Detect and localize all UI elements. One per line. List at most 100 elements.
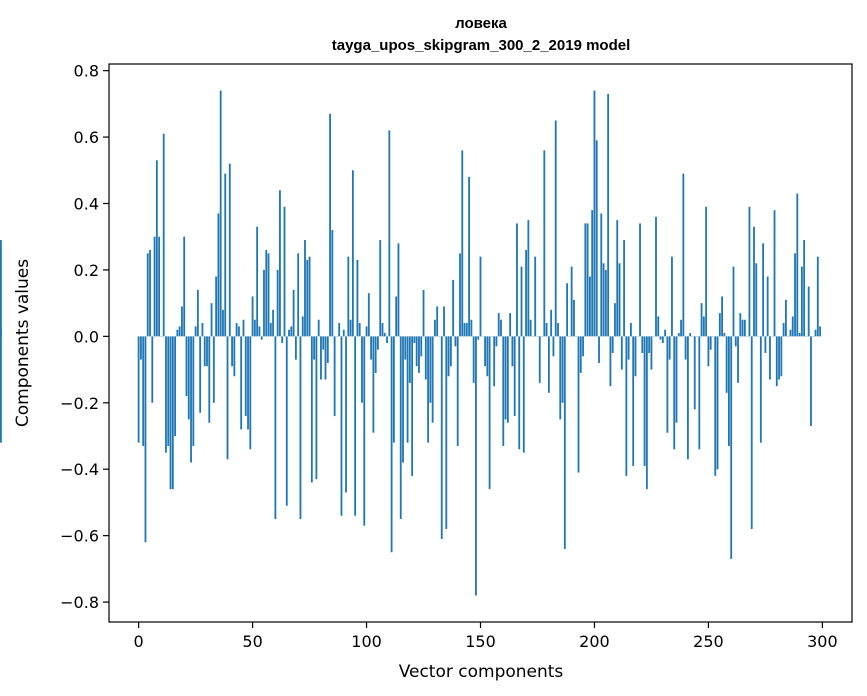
bar-273 (759, 336, 762, 443)
bar-193 (577, 336, 580, 473)
bar-218 (634, 336, 637, 377)
x-tick-label: 200 (579, 632, 610, 651)
bar-101 (367, 293, 370, 337)
bar-280 (775, 336, 778, 387)
bar-225 (650, 336, 653, 370)
bar-167 (518, 336, 521, 450)
bar-210 (616, 220, 619, 337)
bar-158 (497, 313, 500, 337)
bar-260 (730, 336, 733, 559)
bar-117 (404, 336, 407, 360)
bar-298 (816, 256, 819, 337)
bar-194 (579, 336, 582, 373)
bar-138 (452, 279, 455, 337)
bar-282 (780, 336, 783, 377)
bar-61 (276, 269, 279, 337)
bar-19 (181, 306, 183, 337)
bar-66 (288, 329, 290, 337)
bar-139 (454, 336, 457, 347)
bar-1 (140, 336, 142, 360)
bar-20 (183, 236, 186, 337)
bar-153 (486, 336, 489, 377)
bar-204 (602, 263, 605, 337)
bar-134 (443, 306, 445, 337)
bar-179 (545, 323, 548, 337)
bar-248 (702, 316, 705, 337)
bar-233 (668, 336, 671, 360)
bar-180 (547, 336, 550, 393)
bar-series (0, 90, 821, 596)
bar-82 (324, 336, 327, 380)
bar-201 (595, 140, 598, 337)
bar-288 (794, 253, 796, 337)
bar-109 (386, 336, 388, 343)
bar-135 (445, 336, 448, 529)
bar-121 (413, 336, 416, 343)
bar-274 (762, 243, 765, 337)
bar-116 (402, 336, 404, 463)
bar-295 (810, 336, 812, 427)
y-tick-label: −0.4 (60, 460, 99, 479)
bar-264 (739, 313, 742, 337)
bar-214 (625, 336, 628, 476)
bar-91 (345, 336, 347, 493)
bar-0 (137, 336, 140, 443)
bar-221 (641, 336, 644, 353)
bar-213 (623, 240, 625, 337)
y-tick-label: 0.8 (74, 62, 99, 81)
bar-259 (728, 336, 730, 446)
bar-271 (755, 263, 758, 337)
y-tick-label: −0.2 (60, 394, 99, 413)
bar-undefined (0, 240, 2, 337)
bar-270 (753, 226, 755, 337)
bar-49 (249, 336, 252, 450)
bar-176 (538, 336, 541, 383)
bar-145 (468, 176, 471, 337)
bar-7 (153, 236, 156, 337)
bar-111 (390, 336, 393, 553)
bar-68 (292, 289, 295, 337)
bar-294 (807, 286, 810, 337)
bar-38 (224, 173, 227, 337)
bar-131 (436, 306, 439, 337)
bar-36 (219, 90, 222, 337)
chart-subtitle: tayga_upos_skipgram_300_2_2019 model (332, 37, 631, 54)
bar-13 (167, 336, 170, 446)
bar-100 (365, 326, 368, 337)
bar-71 (299, 336, 302, 520)
bar-56 (265, 250, 268, 337)
bar-42 (233, 336, 236, 377)
bar-106 (379, 240, 382, 337)
bar-18 (178, 326, 181, 337)
y-tick-label: 0.6 (74, 128, 99, 147)
bar-84 (329, 113, 331, 337)
bar-292 (803, 240, 806, 337)
bar-236 (675, 336, 678, 423)
bar-2 (142, 336, 145, 446)
bar-190 (570, 266, 573, 337)
bar-223 (645, 336, 648, 490)
bar-254 (716, 336, 719, 470)
bar-69 (294, 336, 297, 360)
bar-181 (550, 309, 553, 337)
bar-215 (627, 336, 630, 360)
bar-281 (778, 336, 780, 380)
bar-80 (320, 336, 322, 380)
bar-265 (741, 319, 744, 337)
bar-11 (162, 133, 165, 337)
bar-297 (814, 329, 817, 337)
bar-165 (513, 336, 516, 417)
bar-123 (418, 336, 420, 373)
bar-156 (493, 336, 496, 387)
bar-191 (573, 299, 575, 337)
bar-50 (251, 296, 254, 337)
bar-208 (611, 336, 614, 353)
bar-152 (484, 336, 486, 367)
bar-202 (598, 336, 600, 363)
bar-108 (383, 333, 386, 337)
bar-105 (377, 336, 379, 350)
bar-64 (283, 206, 286, 337)
bar-28 (201, 323, 204, 337)
bar-185 (559, 336, 562, 420)
bar-263 (737, 336, 739, 383)
